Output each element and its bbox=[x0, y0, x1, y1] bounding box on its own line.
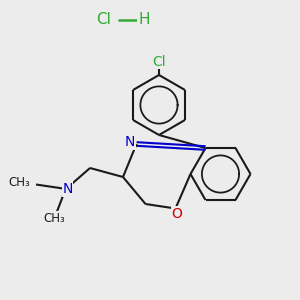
Text: O: O bbox=[172, 207, 182, 221]
Text: Cl: Cl bbox=[96, 12, 111, 27]
Text: H: H bbox=[138, 12, 150, 27]
Text: N: N bbox=[62, 182, 73, 196]
Text: Cl: Cl bbox=[152, 55, 166, 68]
Text: CH₃: CH₃ bbox=[8, 176, 30, 190]
Text: N: N bbox=[125, 136, 135, 149]
Text: CH₃: CH₃ bbox=[43, 212, 65, 225]
